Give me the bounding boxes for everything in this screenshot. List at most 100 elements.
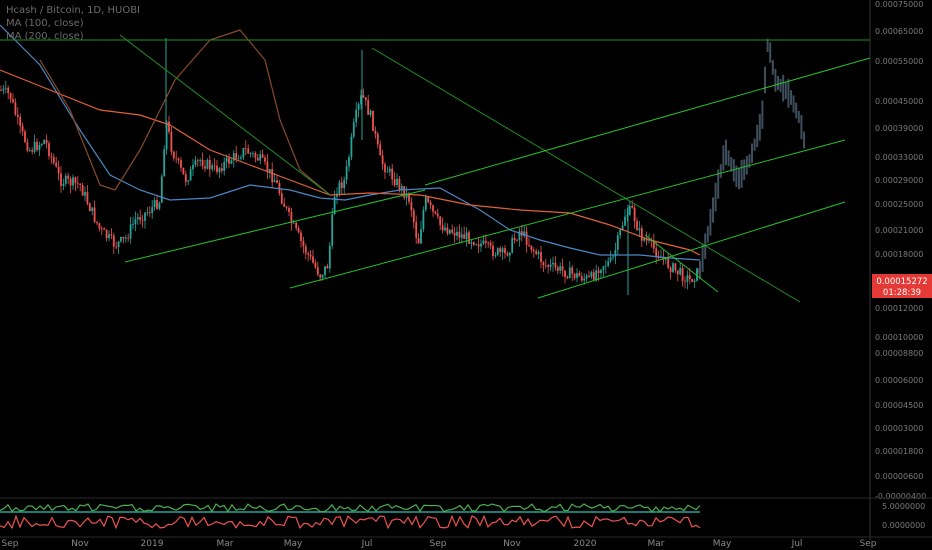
candle-body [614,249,617,257]
candle-body [427,197,430,203]
y-tick-label: 0.00018000 [875,250,923,259]
candle-body [494,254,497,256]
candle-body [583,278,586,281]
candle-body [105,229,108,239]
candle-body [235,153,238,159]
candle-body [343,179,346,189]
chart-legend: Hcash / Bitcoin, 1D, HUOBI MA (100, clos… [6,4,140,43]
x-tick-label: Nov [71,539,89,549]
candle-body [556,267,559,271]
candle-body [163,149,166,177]
candle-body [571,267,574,274]
candle-body [204,166,206,169]
candle-body [391,168,394,180]
projection-bar [779,79,782,93]
candle-body [482,240,485,244]
candle-body [165,121,168,150]
y-tick-label: 0.00012000 [875,304,923,313]
candle-body [645,238,648,241]
candle-body [436,213,439,217]
y-tick-label: 0.00001800 [875,447,923,456]
projection-bar [745,156,748,175]
candle-body [612,256,614,258]
projection-bar [732,159,735,182]
candle-body [537,252,540,255]
candle-body [2,88,5,91]
candle-body [362,95,365,98]
candle-body [331,214,334,246]
candle-body [139,217,142,220]
projection-bar [738,167,740,190]
candle-body [372,110,374,131]
candle-body [626,214,629,217]
projection-bar [706,225,709,243]
candle-body [552,262,554,265]
candle-body [544,265,547,266]
candle-body [300,232,302,241]
candle-body [67,175,70,179]
candle-body [268,169,271,172]
candle-body [475,244,478,246]
candle-body [223,161,226,172]
candle-body [530,245,533,250]
candle-body [328,245,331,269]
candle-body [26,142,29,151]
candle-body [578,273,581,277]
candle-body [211,165,214,170]
candle-body [585,275,588,279]
candle-body [247,148,250,154]
candle-body [396,178,398,186]
candle-body [439,216,442,226]
candle-body [403,186,406,198]
x-tick-label: Sep [430,539,447,549]
candle-body [607,261,610,266]
candle-body [230,160,233,164]
candle-body [146,212,149,214]
candle-body [595,270,598,280]
trend-line-up-4 [537,201,846,299]
candle-body [590,272,593,277]
candle-body [369,110,372,115]
candle-body [492,245,494,256]
candle-body [192,164,194,170]
candle-body [283,203,286,207]
candle-body [148,212,151,214]
candle-body [326,266,329,269]
projection-bar [784,82,787,99]
projection-bar [722,145,725,171]
candle-body [144,212,146,221]
y-tick-label: 0.00000600 [875,472,923,481]
candle-body [398,178,401,190]
x-tick-label: Sep [2,539,19,549]
candle-body [264,157,266,162]
candle-body [98,223,101,229]
candle-body [676,270,679,275]
projection-bar [753,138,756,151]
candle-body [242,147,245,158]
candle-body [669,267,672,273]
osc-tick-label: 5.0000000 [882,502,925,511]
candle-body [276,180,278,184]
candle-body [655,248,658,257]
candle-body [184,174,187,182]
candle-body [100,228,103,230]
projection-bar [795,102,798,119]
candle-body [33,141,36,152]
candle-body [434,211,437,214]
candle-body [225,157,228,162]
candle-body [573,273,576,278]
projection-bar [701,244,704,273]
candle-body [384,164,386,173]
candle-body [309,254,312,257]
osc-line-down [0,514,701,530]
candle-body [213,165,216,167]
candle-body [429,202,432,206]
candle-body [24,131,26,143]
projection-bar [709,209,712,236]
candle-body [129,224,132,239]
candle-body [576,273,578,278]
trend-line-up-1 [124,189,426,263]
candle-body [120,236,122,242]
candle-body [304,246,307,254]
